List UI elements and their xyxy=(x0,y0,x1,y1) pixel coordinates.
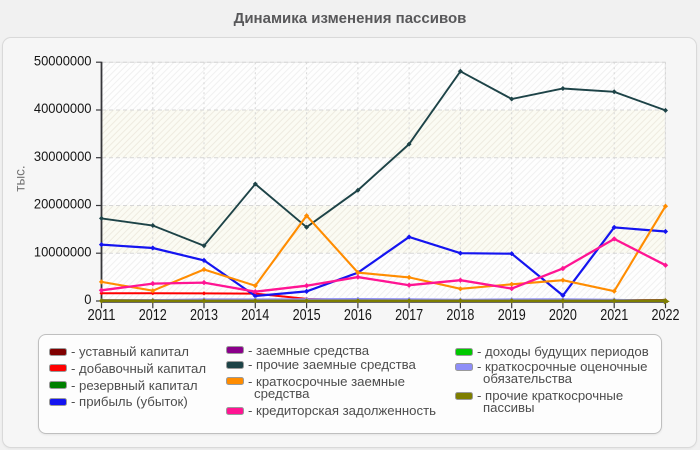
svg-text:2018: 2018 xyxy=(446,307,474,324)
svg-text:2017: 2017 xyxy=(395,307,423,324)
svg-text:2015: 2015 xyxy=(293,307,321,324)
svg-text:2020: 2020 xyxy=(549,307,577,324)
svg-text:0: 0 xyxy=(84,291,91,307)
svg-text:50000000: 50000000 xyxy=(34,52,92,68)
svg-text:10000000: 10000000 xyxy=(34,243,92,259)
svg-text:2019: 2019 xyxy=(498,307,526,324)
svg-text:2011: 2011 xyxy=(88,307,116,324)
svg-text:2012: 2012 xyxy=(139,307,167,324)
svg-text:2016: 2016 xyxy=(344,307,372,324)
svg-text:40000000: 40000000 xyxy=(34,100,92,116)
svg-text:2022: 2022 xyxy=(652,307,680,324)
svg-text:20000000: 20000000 xyxy=(34,196,92,212)
svg-text:30000000: 30000000 xyxy=(34,148,92,164)
svg-text:2014: 2014 xyxy=(241,307,269,324)
svg-text:2021: 2021 xyxy=(600,307,628,324)
svg-text:2013: 2013 xyxy=(190,307,218,324)
